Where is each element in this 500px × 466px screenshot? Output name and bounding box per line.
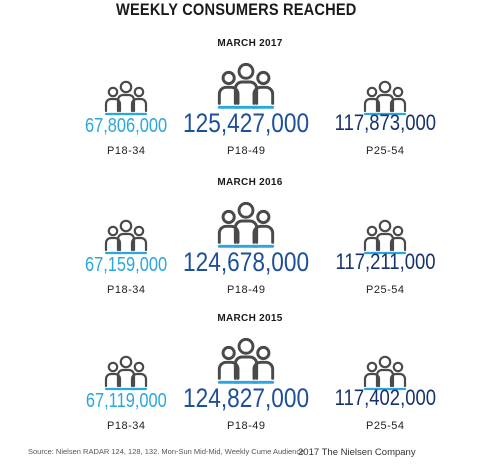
demo-label: P25-54 (366, 145, 405, 157)
reach-value: 117,873,000 (334, 110, 436, 135)
reach-value: 125,427,000 (183, 108, 310, 138)
people-group-icon (363, 80, 407, 116)
people-group-icon (104, 219, 148, 255)
demo-label: P18-34 (107, 420, 146, 432)
demo-label: P18-49 (227, 145, 266, 157)
people-group-icon (104, 80, 148, 116)
demo-label: P18-49 (227, 420, 266, 432)
people-group-icon (363, 355, 407, 391)
people-group-icon (214, 337, 278, 385)
demo-label: P25-54 (366, 420, 405, 432)
people-group-icon (214, 201, 278, 249)
reach-value: 124,827,000 (183, 383, 310, 413)
chart-title: WEEKLY CONSUMERS REACHED (116, 0, 357, 19)
reach-value: 117,402,000 (334, 385, 436, 410)
people-group-icon (363, 219, 407, 255)
source-note: Source: Nielsen RADAR 124, 128, 132. Mon… (28, 447, 305, 456)
reach-value: 67,119,000 (85, 390, 167, 412)
year-heading: MARCH 2015 (217, 313, 283, 324)
demo-label: P18-49 (227, 284, 266, 296)
people-group-icon (104, 355, 148, 391)
demo-label: P25-54 (366, 284, 405, 296)
demo-label: P18-34 (107, 284, 146, 296)
year-heading: MARCH 2016 (217, 177, 283, 188)
people-group-icon (214, 62, 278, 110)
copyright-note: 2017 The Nielsen Company (298, 447, 416, 458)
year-heading: MARCH 2017 (217, 38, 283, 49)
reach-value: 67,806,000 (85, 115, 168, 137)
reach-value: 67,159,000 (85, 254, 168, 276)
reach-value: 124,678,000 (183, 247, 310, 277)
demo-label: P18-34 (107, 145, 146, 157)
reach-value: 117,211,000 (335, 249, 436, 274)
